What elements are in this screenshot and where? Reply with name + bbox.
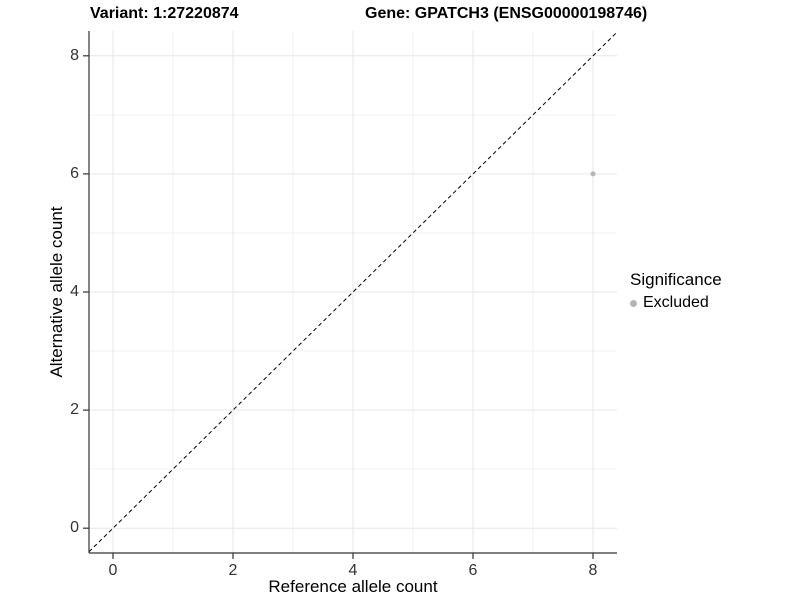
y-tick-label-0: 0 [70, 519, 79, 537]
x-tick-label-8: 8 [588, 562, 598, 579]
x-tick-label-2: 2 [228, 562, 238, 579]
x-tick-label-4: 4 [348, 562, 358, 579]
legend-point-icon [630, 299, 637, 307]
plot-title-gene: Gene: GPATCH3 (ENSG00000198746) [365, 5, 648, 22]
data-point-0 [590, 171, 596, 177]
legend: Significance Excluded [630, 270, 722, 312]
y-tick-label-2: 2 [70, 401, 79, 419]
x-axis-title: Reference allele count [268, 577, 438, 596]
plot-title-variant: Variant: 1:27220874 [90, 5, 239, 22]
data-points [590, 171, 596, 177]
legend-title: Significance [630, 270, 722, 289]
x-tick-label-6: 6 [468, 562, 478, 579]
legend-entry-excluded: Excluded [630, 294, 722, 312]
y-tick-label-8: 8 [70, 46, 79, 64]
x-tick-label-0: 0 [108, 562, 118, 579]
y-axis-title: Alternative allele count [47, 206, 66, 378]
tick-marks [83, 55, 594, 559]
identity-dashed-line [88, 31, 618, 553]
major-gridlines [89, 31, 617, 553]
legend-entry-label: Excluded [643, 294, 709, 311]
y-tick-label-6: 6 [70, 164, 79, 182]
y-tick-label-4: 4 [70, 283, 79, 300]
